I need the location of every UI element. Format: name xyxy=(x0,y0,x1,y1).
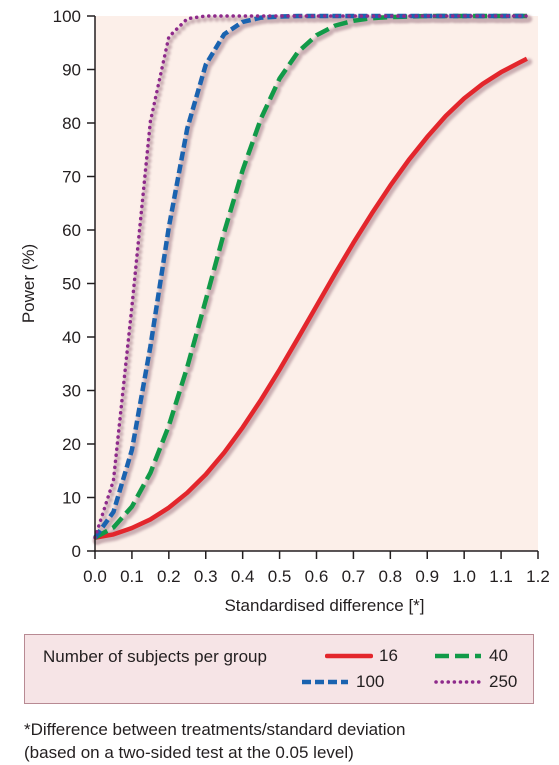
y-tick-label-0: 0 xyxy=(72,542,81,561)
series-shadow-16 xyxy=(93,58,533,544)
y-tick-label-50: 50 xyxy=(62,275,81,294)
legend-label-40: 40 xyxy=(489,646,508,665)
y-tick-label-90: 90 xyxy=(62,61,81,80)
y-tick-label-20: 20 xyxy=(62,435,81,454)
legend-entry-100: 100 xyxy=(300,671,384,693)
legend-title: Number of subjects per group xyxy=(43,647,267,666)
legend: Number of subjects per group 16 40 100 2… xyxy=(24,634,534,704)
x-tick-label-0.6: 0.6 xyxy=(305,567,329,586)
x-tick-label-0.3: 0.3 xyxy=(194,567,218,586)
y-tick-label-70: 70 xyxy=(62,168,81,187)
x-tick-label-1.2: 1.2 xyxy=(526,567,550,586)
y-tick-label-40: 40 xyxy=(62,328,81,347)
x-tick-label-0.4: 0.4 xyxy=(231,567,255,586)
x-tick-label-0.7: 0.7 xyxy=(342,567,366,586)
legend-swatch-40 xyxy=(435,653,481,659)
legend-swatch-250 xyxy=(434,680,483,684)
series-line-16 xyxy=(94,56,528,540)
legend-label-250: 250 xyxy=(489,672,518,691)
legend-entry-250: 250 xyxy=(433,671,517,693)
footnote-line-2: (based on a two-sided test at the 0.05 l… xyxy=(24,743,354,762)
y-tick-label-30: 30 xyxy=(62,382,81,401)
y-axis-label: Power (%) xyxy=(19,244,38,323)
x-tick-label-1.0: 1.0 xyxy=(452,567,476,586)
x-tick-label-1.1: 1.1 xyxy=(489,567,513,586)
series-shadows xyxy=(93,15,533,544)
y-tick-label-100: 100 xyxy=(53,7,81,26)
x-tick-label-0.1: 0.1 xyxy=(120,567,144,586)
x-tick-label-0.5: 0.5 xyxy=(268,567,292,586)
legend-swatch-100 xyxy=(302,679,348,685)
legend-entry-16: 16 xyxy=(325,645,398,667)
legend-label-100: 100 xyxy=(356,672,385,691)
x-tick-label-0.0: 0.0 xyxy=(83,567,107,586)
series-shadow-250 xyxy=(94,16,532,544)
legend-label-16: 16 xyxy=(379,646,398,665)
series-line-250 xyxy=(93,14,529,540)
legend-swatch-16 xyxy=(325,653,373,659)
x-tick-label-0.2: 0.2 xyxy=(157,567,181,586)
y-tick-label-80: 80 xyxy=(62,114,81,133)
power-chart: 0 10 20 30 40 50 60 70 80 90 100 0.0 0.1 0.2 0.3 0.4 0.5… xyxy=(19,7,550,615)
axes: 0 10 20 30 40 50 60 70 80 90 100 0.0 0.1 0.2 0.3 0.4 0.5… xyxy=(53,7,550,586)
legend-entry-40: 40 xyxy=(433,645,508,667)
x-tick-label-0.8: 0.8 xyxy=(379,567,403,586)
y-tick-label-60: 60 xyxy=(62,221,81,240)
x-axis-label: Standardised difference [*] xyxy=(224,596,424,615)
y-tick-label-10: 10 xyxy=(62,489,81,508)
footnote-line-1: *Difference between treatments/standard … xyxy=(24,720,406,739)
x-tick-label-0.9: 0.9 xyxy=(415,567,439,586)
series-lines xyxy=(93,13,529,540)
